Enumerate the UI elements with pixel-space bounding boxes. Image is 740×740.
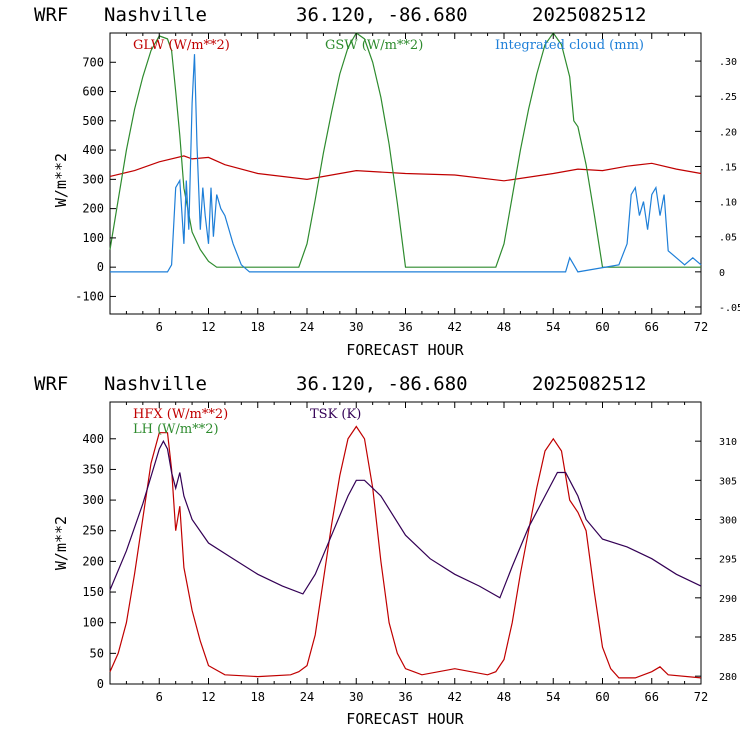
legend-hfx: HFX (W/m**2) [133,407,228,422]
legend-lh: LH (W/m**2) [133,422,219,437]
y-tick-label: 600 [82,85,104,99]
y-right-tick-label: .10 [719,198,737,209]
legend-glw: GLW (W/m**2) [133,38,230,53]
y-tick-label: 300 [82,172,104,186]
y-tick-label: 200 [82,202,104,216]
y-tick-label: 0 [97,260,104,274]
x-tick-label: 24 [300,690,314,704]
legend-cloud: Integrated cloud (mm) [495,38,644,53]
x-tick-label: 30 [349,690,363,704]
x-tick-label: 42 [448,690,462,704]
legend-tsk: TSK (K) [310,407,361,422]
y-right-tick-label: .30 [719,57,737,68]
y-right-tick-label: -.05 [719,303,740,314]
top-ylabel: W/m**2 [52,153,70,207]
x-tick-label: 30 [349,320,363,334]
x-tick-label: 66 [645,320,659,334]
y-tick-label: 100 [82,616,104,630]
x-tick-label: 18 [251,320,265,334]
x-tick-label: 12 [201,690,215,704]
y-tick-label: 250 [82,524,104,538]
x-tick-label: 6 [156,320,163,334]
y-right-tick-label: 290 [719,594,737,605]
bottom-header-coords: 36.120, -86.680 [296,373,468,395]
y-tick-label: 150 [82,585,104,599]
x-tick-label: 6 [156,690,163,704]
y-right-tick-label: .15 [719,162,737,173]
y-tick-label: 200 [82,554,104,568]
bottom-xlabel: FORECAST HOUR [346,710,464,728]
y-tick-label: 400 [82,432,104,446]
y-right-tick-label: 0 [719,268,725,279]
series-line-blue [110,54,702,273]
x-tick-label: 36 [398,690,412,704]
y-right-tick-label: 310 [719,437,737,448]
series-line-red [109,425,702,679]
x-tick-label: 72 [694,690,708,704]
y-tick-label: 700 [82,55,104,69]
y-right-tick-label: 280 [719,672,737,683]
y-right-tick-label: .25 [719,92,737,103]
x-tick-label: 54 [546,320,560,334]
top-chart: WRF Nashville 36.120, -86.680 2025082512… [34,4,740,359]
series-line-red [109,155,702,182]
x-tick-label: 12 [201,320,215,334]
x-tick-label: 54 [546,690,560,704]
y-tick-label: 300 [82,493,104,507]
top-series-group [109,31,702,273]
legend-gsw: GSW (W/m**2) [325,38,423,53]
x-tick-label: 72 [694,320,708,334]
y-right-tick-label: 300 [719,516,737,527]
y-tick-label: 350 [82,462,104,476]
top-header-site: Nashville [104,4,207,26]
bottom-header-site: Nashville [104,373,207,395]
series-line-purple [109,439,702,599]
bottom-header-run: 2025082512 [532,373,646,395]
x-tick-label: 36 [398,320,412,334]
y-tick-label: 500 [82,114,104,128]
y-right-tick-label: 285 [719,633,737,644]
top-header-model: WRF [34,4,68,26]
bottom-plot-frame [109,401,702,685]
top-header-coords: 36.120, -86.680 [296,4,468,26]
x-tick-label: 60 [595,690,609,704]
y-right-tick-label: 295 [719,555,737,566]
x-tick-label: 66 [645,690,659,704]
y-tick-label: 0 [97,677,104,691]
top-xlabel: FORECAST HOUR [346,341,464,359]
y-right-tick-label: 305 [719,476,737,487]
y-tick-label: 400 [82,143,104,157]
x-tick-label: 42 [448,320,462,334]
bottom-series-group [109,425,702,679]
bottom-header-model: WRF [34,373,68,395]
x-tick-label: 18 [251,690,265,704]
y-tick-label: -100 [75,289,104,303]
bottom-chart: WRF Nashville 36.120, -86.680 2025082512… [34,373,737,728]
bottom-ticks-group: 6 12 18 24 30 36 42 48 54 60 66 72 0 50 100 150 200 250 30… [82,402,737,704]
y-right-tick-label: .05 [719,233,737,244]
bottom-ylabel: W/m**2 [52,516,70,570]
x-tick-label: 24 [300,320,314,334]
series-line-green [109,31,701,268]
y-tick-label: 100 [82,231,104,245]
x-tick-label: 60 [595,320,609,334]
y-tick-label: 50 [90,646,104,660]
x-tick-label: 48 [497,690,511,704]
x-tick-label: 48 [497,320,511,334]
top-header-run: 2025082512 [532,4,646,26]
y-right-tick-label: .20 [719,127,737,138]
top-ticks-group: 6 12 18 24 30 36 42 48 54 60 66 72 -100 0 100 200 300 400… [75,33,740,334]
